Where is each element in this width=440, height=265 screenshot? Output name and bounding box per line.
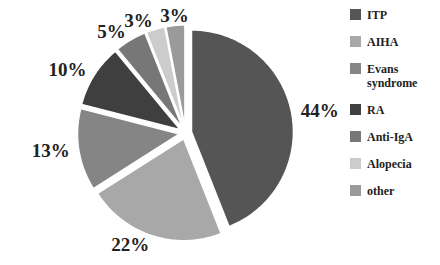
svg-text:13%: 13% [32, 140, 70, 161]
svg-text:44%: 44% [301, 100, 339, 121]
html-text:RA: RA [367, 103, 385, 117]
svg-text:5%: 5% [97, 21, 126, 42]
html-text:AIHA: AIHA [367, 35, 399, 49]
svg-text:10%: 10% [49, 59, 87, 80]
html-text:Anti-IgA: Anti-IgA [367, 130, 413, 144]
svg-text:3%: 3% [160, 5, 189, 26]
svg-text:3%: 3% [124, 10, 153, 31]
html-text:Evans syndrome: Evans syndrome [367, 62, 418, 90]
svg-text:22%: 22% [111, 234, 149, 255]
html-text:ITP: ITP [367, 8, 387, 22]
html-text:Alopecia: Alopecia [367, 157, 412, 171]
html-text:other: other [367, 184, 395, 198]
